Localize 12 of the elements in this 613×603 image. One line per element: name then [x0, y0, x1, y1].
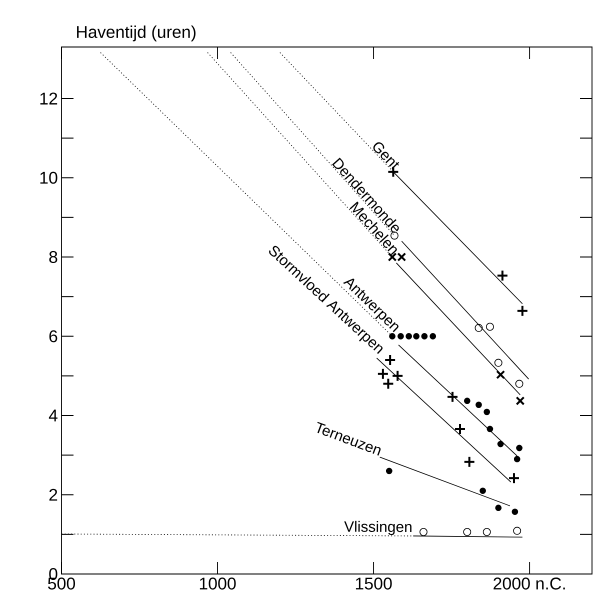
x-tick-label: 1000: [200, 578, 236, 590]
y-tick-label: 8: [49, 250, 58, 264]
x-tick-label: 2000 n.C.: [494, 578, 565, 590]
y-tick-label: 4: [48, 410, 58, 422]
y-tick-label: 10: [40, 172, 58, 184]
y-tick-label: 12: [40, 92, 58, 104]
y-tick-label: 6: [49, 330, 58, 342]
x-tick-label: 500: [48, 578, 76, 590]
y-tick-label: 2: [49, 488, 58, 501]
y-axis-title: Haventijd (uren): [77, 26, 196, 42]
series-label: Vlissingen: [344, 520, 412, 536]
x-tick-label: 1500: [356, 578, 392, 590]
